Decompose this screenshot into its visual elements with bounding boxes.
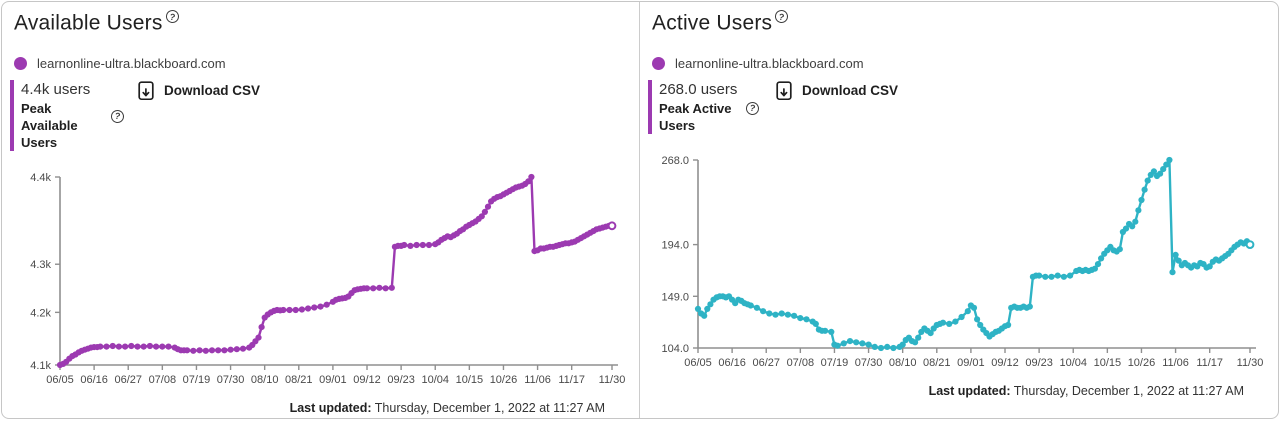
legend-label: learnonline-ultra.blackboard.com — [37, 55, 226, 71]
peak-stat-label-line2: Users — [659, 117, 696, 133]
peak-stat-value: 4.4k users — [21, 80, 91, 98]
svg-text:10/26: 10/26 — [490, 374, 518, 386]
svg-text:08/21: 08/21 — [285, 374, 313, 386]
svg-text:06/05: 06/05 — [46, 374, 74, 386]
peak-stat-box: 268.0 users Peak Active ? Users — [648, 79, 762, 134]
page-title: Active Users — [652, 11, 773, 35]
svg-text:4.3k: 4.3k — [30, 259, 51, 271]
peak-stat-label-line2: Users — [21, 134, 58, 150]
svg-text:149.0: 149.0 — [661, 291, 689, 303]
svg-text:10/15: 10/15 — [456, 374, 484, 386]
svg-text:104.0: 104.0 — [661, 343, 689, 355]
svg-text:07/08: 07/08 — [149, 374, 177, 386]
svg-text:07/19: 07/19 — [821, 357, 849, 369]
help-icon[interactable]: ? — [164, 8, 180, 25]
last-updated-label: Last updated: — [289, 400, 372, 415]
panel-title-row: Available Users? — [2, 8, 639, 36]
legend-label: learnonline-ultra.blackboard.com — [675, 55, 864, 71]
svg-text:268.0: 268.0 — [661, 155, 689, 167]
peak-stat-box: 4.4k users Peak Available ? Users — [10, 79, 126, 151]
last-updated-label: Last updated: — [928, 383, 1011, 398]
svg-text:11/06: 11/06 — [524, 374, 551, 386]
download-csv-icon — [776, 80, 792, 100]
peak-stat-label: Peak Active — [659, 100, 732, 116]
help-icon[interactable]: ? — [774, 8, 790, 25]
page-title: Available Users — [14, 11, 163, 35]
svg-text:08/21: 08/21 — [923, 357, 951, 369]
svg-text:10/15: 10/15 — [1094, 357, 1122, 369]
download-csv-button[interactable]: Download CSV — [776, 80, 899, 101]
svg-text:06/16: 06/16 — [80, 374, 108, 386]
svg-text:06/27: 06/27 — [114, 374, 142, 386]
help-icon[interactable]: ? — [109, 108, 126, 125]
svg-text:07/19: 07/19 — [183, 374, 211, 386]
active-users-chart[interactable]: 104.0 149.0 194.0 268.0 06/05 06/16 06/27 07/08… — [640, 148, 1278, 376]
svg-text:09/01: 09/01 — [319, 374, 347, 386]
download-csv-label: Download CSV — [802, 83, 899, 98]
legend-dot-icon — [652, 56, 665, 70]
svg-text:11/30: 11/30 — [599, 374, 626, 386]
svg-text:11/30: 11/30 — [1237, 357, 1264, 369]
svg-text:4.4k: 4.4k — [30, 172, 51, 184]
svg-text:07/30: 07/30 — [217, 374, 245, 386]
active-users-panel: Active Users? learnonline-ultra.blackboa… — [640, 2, 1278, 418]
svg-text:09/12: 09/12 — [991, 357, 1019, 369]
svg-text:08/10: 08/10 — [251, 374, 279, 386]
svg-text:11/17: 11/17 — [558, 374, 585, 386]
legend: learnonline-ultra.blackboard.com — [14, 56, 639, 71]
svg-text:09/12: 09/12 — [353, 374, 381, 386]
svg-text:10/04: 10/04 — [421, 374, 449, 386]
panel-title-row: Active Users? — [640, 8, 1278, 36]
svg-text:194.0: 194.0 — [661, 239, 689, 251]
legend-dot-icon — [14, 56, 27, 70]
svg-text:06/27: 06/27 — [752, 357, 780, 369]
svg-text:10/26: 10/26 — [1128, 357, 1156, 369]
svg-text:08/10: 08/10 — [889, 357, 917, 369]
svg-text:06/05: 06/05 — [684, 357, 712, 369]
download-csv-button[interactable]: Download CSV — [138, 80, 261, 101]
svg-text:07/30: 07/30 — [855, 357, 883, 369]
svg-text:07/08: 07/08 — [787, 357, 815, 369]
last-updated-value: Thursday, December 1, 2022 at 11:27 AM — [1010, 383, 1244, 398]
available-users-panel: Available Users? learnonline-ultra.black… — [2, 2, 640, 418]
svg-text:09/01: 09/01 — [957, 357, 985, 369]
download-csv-label: Download CSV — [164, 83, 261, 98]
available-users-chart[interactable]: 4.1k 4.2k 4.3k 4.4k 06/05 06/16 06/27 07/08 07/1… — [2, 165, 639, 393]
help-icon[interactable]: ? — [744, 100, 760, 116]
svg-text:09/23: 09/23 — [1025, 357, 1053, 369]
download-csv-icon — [138, 80, 154, 100]
svg-text:06/16: 06/16 — [718, 357, 746, 369]
svg-text:4.1k: 4.1k — [30, 360, 51, 372]
svg-text:4.2k: 4.2k — [30, 307, 51, 319]
last-updated: Last updated: Thursday, December 1, 2022… — [2, 401, 639, 415]
svg-text:09/23: 09/23 — [387, 374, 415, 386]
svg-text:11/06: 11/06 — [1162, 357, 1189, 369]
peak-stat-value: 268.0 users — [659, 80, 738, 98]
svg-text:11/17: 11/17 — [1196, 357, 1223, 369]
svg-text:10/04: 10/04 — [1059, 357, 1087, 369]
legend: learnonline-ultra.blackboard.com — [652, 56, 1278, 71]
last-updated-value: Thursday, December 1, 2022 at 11:27 AM — [371, 400, 605, 415]
peak-stat-label: Peak Available — [21, 100, 78, 133]
last-updated: Last updated: Thursday, December 1, 2022… — [640, 384, 1278, 398]
